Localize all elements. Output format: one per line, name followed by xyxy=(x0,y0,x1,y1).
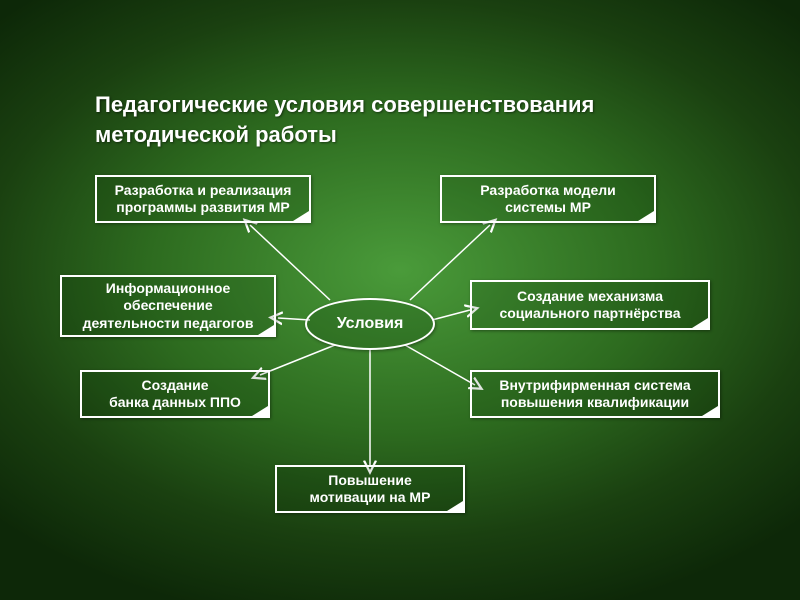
node-info-support: Информационное обеспечение деятельности … xyxy=(60,275,276,337)
node-partnership: Создание механизма социального партнёрст… xyxy=(470,280,710,330)
node-motivation: Повышение мотивации на МР xyxy=(275,465,465,513)
slide-title: Педагогические условия совершенствования… xyxy=(95,90,655,149)
node-qualification: Внутрифирменная система повышения квалиф… xyxy=(470,370,720,418)
node-model: Разработка модели системы МР xyxy=(440,175,656,223)
node-ppo-bank: Создание банка данных ППО xyxy=(80,370,270,418)
node-dev-program: Разработка и реализация программы развит… xyxy=(95,175,311,223)
center-node-conditions: Условия xyxy=(305,298,435,350)
